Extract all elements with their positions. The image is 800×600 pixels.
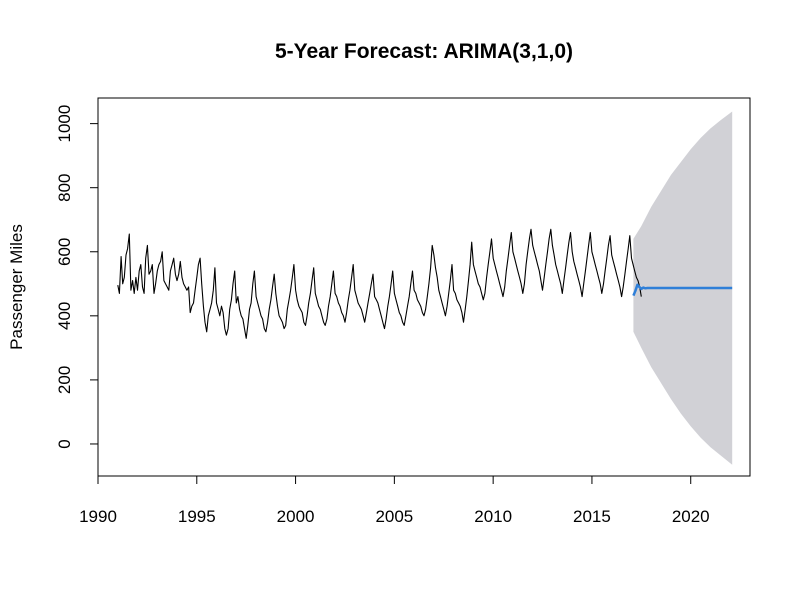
y-tick-label: 200 — [55, 366, 74, 394]
y-axis: 0 200 400 600 800 1000 — [55, 105, 99, 449]
forecast-series-line — [632, 283, 733, 297]
y-tick-label: 0 — [55, 439, 74, 448]
series-layer — [117, 228, 733, 339]
x-tick-label: 1995 — [178, 507, 216, 526]
x-tick-label: 1990 — [79, 507, 117, 526]
x-tick-label: 2015 — [573, 507, 611, 526]
x-tick-label: 2005 — [375, 507, 413, 526]
y-tick-label: 800 — [55, 174, 74, 202]
x-tick-label: 2000 — [277, 507, 315, 526]
x-tick-label: 2020 — [672, 507, 710, 526]
x-tick-label: 2010 — [474, 507, 512, 526]
y-axis-label: Passenger Miles — [7, 224, 26, 350]
chart-title: 5-Year Forecast: ARIMA(3,1,0) — [275, 40, 573, 63]
observed-series-line — [117, 228, 642, 339]
y-tick-label: 1000 — [55, 105, 74, 143]
y-tick-label: 400 — [55, 302, 74, 330]
x-axis: 1990 1995 2000 2005 2010 2015 2020 — [79, 475, 710, 526]
y-tick-label: 600 — [55, 238, 74, 266]
